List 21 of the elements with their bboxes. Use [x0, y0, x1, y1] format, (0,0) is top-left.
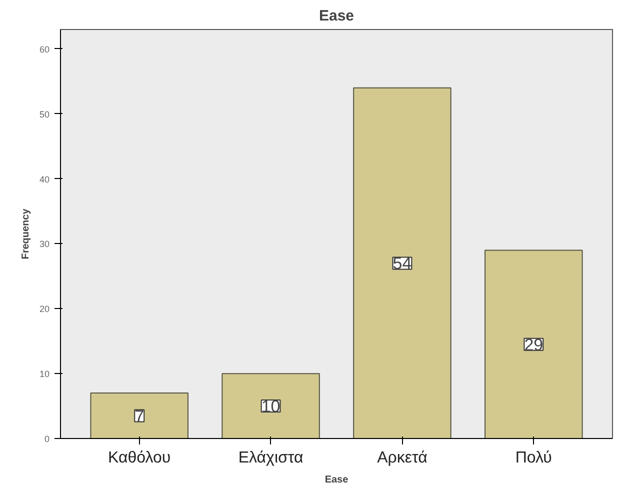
x-tick-label: Αρκετά — [377, 450, 428, 466]
bar — [90, 392, 188, 438]
y-tick-label: 60 — [39, 44, 50, 54]
bar — [484, 250, 583, 438]
y-axis-title: Frequency — [20, 208, 32, 260]
bar — [353, 87, 452, 438]
y-tick-label: 10 — [39, 369, 50, 380]
data-label: 10 — [261, 397, 280, 416]
y-tick-label: 40 — [39, 174, 50, 184]
x-axis-title: Ease — [324, 474, 349, 486]
data-label: 29 — [524, 335, 544, 354]
chart-title: Ease — [318, 8, 354, 24]
y-tick-label: 50 — [39, 109, 50, 120]
x-tick-label: Καθόλου — [108, 450, 171, 466]
x-tick-label: Πολύ — [515, 450, 552, 466]
y-tick-label: 0 — [44, 434, 50, 444]
y-tick-label: 30 — [39, 239, 50, 250]
bar — [222, 373, 320, 438]
x-tick-label: Ελάχιστα — [238, 450, 304, 466]
y-tick-label: 20 — [39, 304, 50, 314]
data-label: 7 — [134, 406, 144, 426]
